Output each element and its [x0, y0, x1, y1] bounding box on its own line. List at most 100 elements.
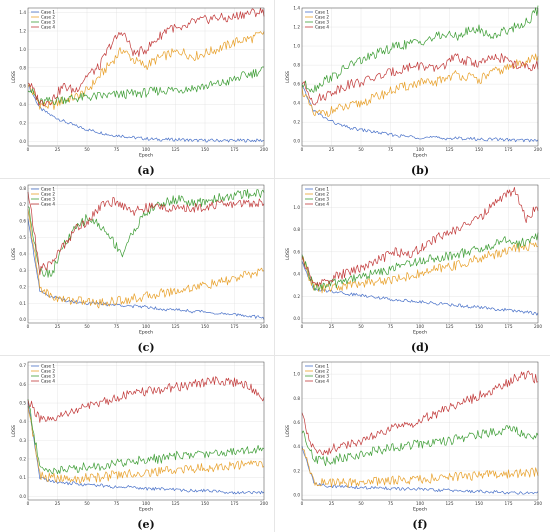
y-tick-label: 0.7: [19, 363, 26, 368]
x-tick-label: 25: [55, 501, 61, 506]
series-line-3: [27, 66, 265, 106]
y-tick-label: 0.1: [19, 475, 26, 480]
legend-label: Case 1: [41, 363, 55, 368]
y-tick-label: 0.5: [19, 401, 26, 406]
x-tick-label: 175: [505, 324, 513, 329]
y-tick-label: 1.0: [293, 205, 300, 210]
x-tick-label: 0: [27, 147, 30, 152]
x-tick-label: 50: [358, 324, 364, 329]
legend-label: Case 3: [41, 196, 55, 201]
y-tick-label: 0.8: [19, 186, 26, 191]
x-tick-label: 0: [301, 501, 304, 506]
plot-frame: [27, 184, 265, 324]
legend-label: Case 1: [315, 9, 329, 14]
plot-frame: [301, 184, 539, 324]
y-axis-label: LOSS: [285, 71, 291, 83]
y-tick-label: 0.8: [19, 65, 26, 70]
line-chart: 0 25 50 75 100 125 150 175 200 0.0 0.2 0.4 0.6 0.8 1.0…: [285, 5, 542, 159]
x-tick-label: 125: [446, 324, 454, 329]
y-tick-label: 0.6: [19, 219, 26, 224]
y-tick-label: 0.4: [19, 419, 26, 424]
x-tick-label: 100: [142, 324, 150, 329]
series-line-1: [27, 402, 265, 495]
y-tick-label: 0.4: [293, 101, 300, 106]
x-tick-label: 0: [27, 324, 30, 329]
x-tick-label: 175: [231, 147, 239, 152]
x-tick-label: 200: [260, 147, 268, 152]
x-axis-label: Epoch: [413, 507, 427, 513]
series-line-1: [301, 85, 539, 143]
x-axis-label: Epoch: [139, 507, 153, 513]
legend-label: Case 3: [41, 19, 55, 24]
y-tick-label: 0.8: [293, 227, 300, 232]
x-tick-label: 150: [201, 147, 209, 152]
x-tick-label: 75: [114, 501, 120, 506]
legend-label: Case 4: [41, 201, 55, 206]
legend-label: Case 3: [315, 196, 329, 201]
y-tick-label: 0.3: [19, 268, 26, 273]
legend-label: Case 2: [41, 14, 55, 19]
panel-caption: (c): [137, 341, 155, 354]
y-tick-label: 0.8: [293, 63, 300, 68]
plot-frame: [27, 7, 265, 147]
plot-frame: [301, 7, 539, 147]
x-tick-label: 150: [201, 324, 209, 329]
y-tick-label: 0.6: [293, 420, 300, 425]
x-tick-label: 200: [534, 501, 542, 506]
x-tick-label: 125: [446, 147, 454, 152]
y-tick-label: 0.5: [19, 235, 26, 240]
y-tick-label: 0.0: [19, 494, 26, 499]
x-tick-label: 25: [329, 147, 335, 152]
x-tick-label: 200: [260, 501, 268, 506]
plot-frame: [301, 361, 539, 501]
x-tick-label: 0: [27, 501, 30, 506]
x-tick-label: 125: [446, 501, 454, 506]
legend-label: Case 1: [315, 186, 329, 191]
x-tick-label: 75: [388, 324, 394, 329]
series-line-2: [301, 447, 539, 489]
legend-label: Case 1: [41, 186, 55, 191]
panel-caption: (b): [410, 164, 430, 177]
y-tick-label: 0.2: [293, 120, 300, 125]
line-chart: 0 25 50 75 100 125 150 175 200 0.0 0.2 0.4 0.6 0.8 1.0…: [285, 361, 542, 513]
x-tick-label: 175: [505, 501, 513, 506]
y-tick-label: 1.0: [293, 372, 300, 377]
x-tick-label: 0: [301, 324, 304, 329]
y-tick-label: 0.0: [293, 139, 300, 144]
y-tick-label: 1.4: [19, 10, 26, 15]
y-tick-label: 0.2: [293, 468, 300, 473]
legend-label: Case 4: [41, 378, 55, 383]
x-axis-label: Epoch: [139, 153, 153, 159]
y-tick-label: 1.0: [293, 44, 300, 49]
series-line-2: [27, 405, 265, 484]
series-line-3: [301, 5, 539, 93]
legend-label: Case 3: [315, 19, 329, 24]
x-tick-label: 50: [358, 147, 364, 152]
legend-label: Case 4: [41, 24, 55, 29]
legend-label: Case 4: [315, 378, 329, 383]
y-axis-label: LOSS: [11, 71, 17, 83]
y-tick-label: 0.0: [293, 316, 300, 321]
series-line-2: [27, 31, 265, 110]
x-tick-label: 25: [55, 147, 61, 152]
y-axis-label: LOSS: [285, 248, 291, 260]
x-tick-label: 125: [172, 324, 180, 329]
line-chart: 0 25 50 75 100 125 150 175 200 0.0 0.1 0.2 0.3 0.4 0.5…: [11, 361, 268, 513]
chart-panel-c: 0 25 50 75 100 125 150 175 200 0.0 0.1 0.2 0.3 0.4 0.5…: [6, 181, 268, 355]
x-tick-label: 50: [84, 147, 90, 152]
y-axis-label: LOSS: [11, 248, 17, 260]
y-tick-label: 0.6: [293, 82, 300, 87]
y-tick-label: 0.2: [19, 121, 26, 126]
y-tick-label: 0.0: [19, 139, 26, 144]
x-tick-label: 50: [358, 501, 364, 506]
x-axis-label: Epoch: [413, 330, 427, 336]
x-tick-label: 50: [84, 501, 90, 506]
x-tick-label: 150: [475, 501, 483, 506]
series-line-4: [301, 370, 539, 456]
legend-label: Case 3: [315, 373, 329, 378]
series-line-4: [27, 7, 265, 107]
series-line-4: [27, 191, 265, 276]
